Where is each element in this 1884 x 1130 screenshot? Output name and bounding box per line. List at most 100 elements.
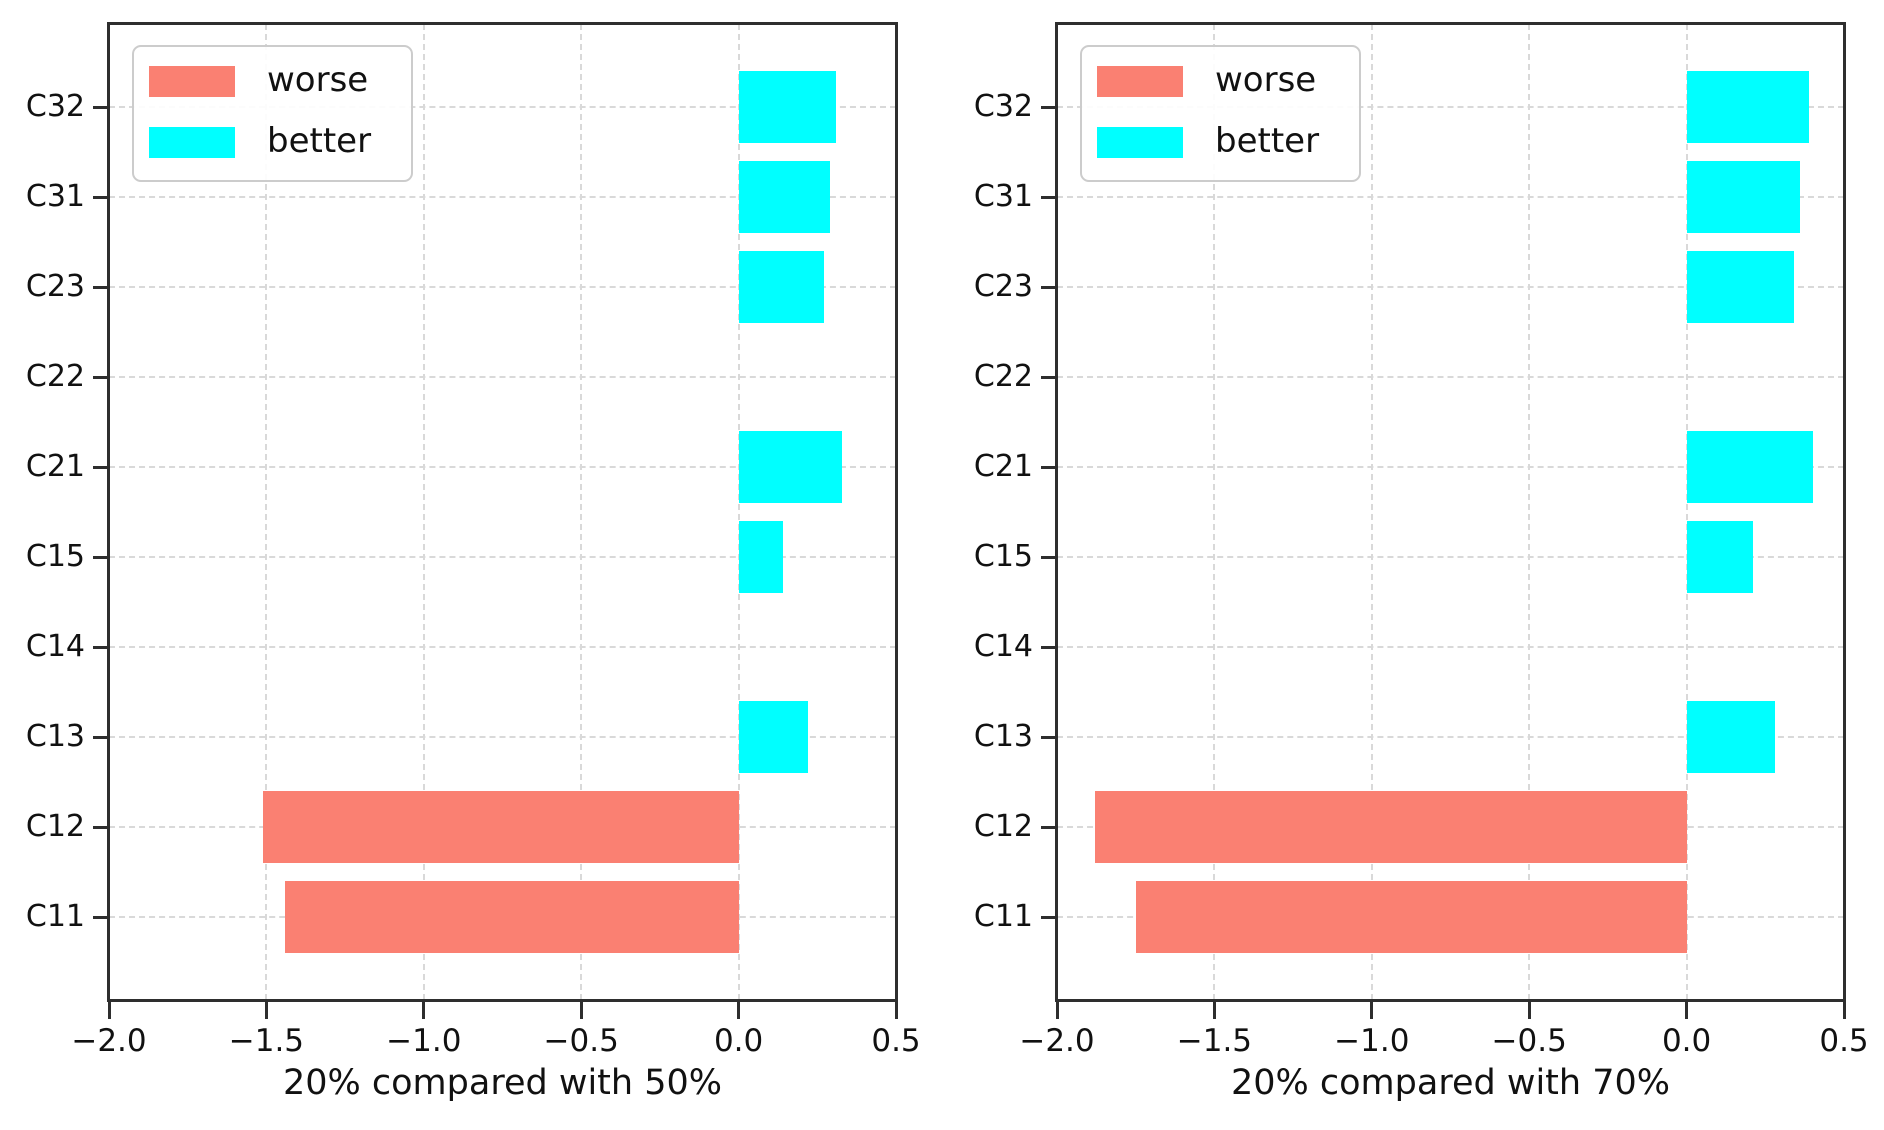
chart-2-legend: worse better xyxy=(1080,45,1361,182)
chart-1-xtick-mark xyxy=(107,1002,111,1019)
chart-2-ytick-mark xyxy=(1041,735,1055,739)
chart-2-ytick-label-c15: C15 xyxy=(973,539,1033,574)
chart-2-bar-c12 xyxy=(1094,791,1687,863)
chart-1-gridline-horizontal xyxy=(109,556,896,558)
chart-2-ytick-label-c11: C11 xyxy=(973,899,1033,934)
chart-1-ytick-mark xyxy=(93,285,107,289)
chart-1-legend-label-worse: worse xyxy=(267,60,369,100)
chart-2-gridline-horizontal xyxy=(1057,736,1844,738)
chart-2-xtick-mark xyxy=(1685,1002,1689,1019)
chart-2-ytick-label-c14: C14 xyxy=(973,629,1033,664)
chart-2-xtick-label: 0.0 xyxy=(1661,1023,1712,1059)
chart-2-xtick-mark xyxy=(1527,1002,1531,1019)
chart-1-gridline-vertical xyxy=(580,24,583,1000)
chart-1-bar-c15 xyxy=(738,521,783,593)
chart-2-bar-c32 xyxy=(1686,71,1810,143)
chart-1-ytick-label-c11: C11 xyxy=(25,899,85,934)
chart-1-ytick-mark xyxy=(93,825,107,829)
chart-1-legend: worse better xyxy=(132,45,413,182)
chart-1-ytick-label-c14: C14 xyxy=(25,629,85,664)
chart-1-xtick-label: −0.5 xyxy=(543,1023,619,1059)
chart-1-gridline-horizontal xyxy=(109,466,896,468)
chart-2-ytick-mark xyxy=(1041,915,1055,919)
chart-2-ytick-label-c31: C31 xyxy=(973,179,1033,214)
chart-1-bar-c12 xyxy=(263,791,739,863)
chart-1-bar-c31 xyxy=(738,161,830,233)
chart-1-ytick-label-c23: C23 xyxy=(25,269,85,304)
chart-1-xtick-mark xyxy=(422,1002,426,1019)
chart-1-ytick-mark xyxy=(93,555,107,559)
chart-2-xtick-mark xyxy=(1212,1002,1216,1019)
chart-1-ytick-label-c31: C31 xyxy=(25,179,85,214)
chart-2-gridline-horizontal xyxy=(1057,646,1844,648)
chart-2-bar-c15 xyxy=(1686,521,1753,593)
chart-2-legend-label-better: better xyxy=(1215,121,1320,161)
chart-2-gridline-horizontal xyxy=(1057,466,1844,468)
chart-2-ytick-mark xyxy=(1041,375,1055,379)
chart-2-xtick-label: −1.5 xyxy=(1176,1023,1253,1059)
chart-2-bar-c11 xyxy=(1135,881,1687,953)
chart-1-ytick-label-c32: C32 xyxy=(25,89,85,124)
chart-1-gridline-horizontal xyxy=(109,736,896,738)
chart-1-xtick-label: 0.5 xyxy=(871,1023,921,1059)
chart-1-xtick-label: −2.0 xyxy=(71,1023,147,1059)
chart-1-ytick-label-c13: C13 xyxy=(25,719,85,754)
chart-2-gridline-horizontal xyxy=(1057,556,1844,558)
chart-2-gridline-horizontal xyxy=(1057,286,1844,288)
chart-2-ytick-mark xyxy=(1041,555,1055,559)
chart-2-xtick-label: −1.0 xyxy=(1334,1023,1410,1059)
chart-1-ytick-mark xyxy=(93,915,107,919)
chart-1-gridline-horizontal xyxy=(109,376,896,378)
chart-2-ytick-mark xyxy=(1041,825,1055,829)
chart-2-ytick-label-c23: C23 xyxy=(973,269,1033,304)
chart-1-ytick-mark xyxy=(93,645,107,649)
chart-2-bar-c23 xyxy=(1686,251,1794,323)
chart-1-xtick-label: −1.0 xyxy=(386,1023,462,1059)
chart-2-ytick-mark xyxy=(1041,195,1055,199)
chart-1-xtick-label: 0.0 xyxy=(713,1023,764,1059)
chart-2-ytick-label-c12: C12 xyxy=(973,809,1033,844)
chart-2-ytick-label-c13: C13 xyxy=(973,719,1033,754)
chart-2-ytick-label-c22: C22 xyxy=(973,359,1033,394)
chart-2-gridline-horizontal xyxy=(1057,376,1844,378)
chart-1-gridline-vertical xyxy=(265,24,268,1000)
chart-2-ytick-label-c32: C32 xyxy=(973,89,1033,124)
chart-1-ytick-label-c22: C22 xyxy=(25,359,85,394)
chart-1-xtick-label: −1.5 xyxy=(228,1023,305,1059)
chart-2-gridline-horizontal xyxy=(1057,106,1844,108)
chart-2-xtick-label: −2.0 xyxy=(1019,1023,1095,1059)
chart-1-ytick-label-c21: C21 xyxy=(25,449,85,484)
chart-1-ytick-mark xyxy=(93,195,107,199)
chart-1-bar-c32 xyxy=(738,71,837,143)
chart-2-ytick-mark xyxy=(1041,285,1055,289)
chart-2-bar-c21 xyxy=(1686,431,1813,503)
chart-2-ytick-mark xyxy=(1041,645,1055,649)
chart-2-gridline-vertical xyxy=(1213,24,1216,1000)
chart-2-bar-c13 xyxy=(1686,701,1775,773)
chart-1-ytick-label-c15: C15 xyxy=(25,539,85,574)
chart-1-legend-swatch-worse xyxy=(149,66,235,97)
chart-2-xtick-mark xyxy=(1842,1002,1846,1019)
chart-1-xaxis-title: 20% compared with 50% xyxy=(282,1063,722,1103)
chart-1-ytick-mark xyxy=(93,105,107,109)
chart-1-xtick-mark xyxy=(894,1002,898,1019)
chart-2-xtick-label: −0.5 xyxy=(1491,1023,1567,1059)
chart-1-xtick-mark xyxy=(737,1002,741,1019)
chart-1-gridline-horizontal xyxy=(109,286,896,288)
chart-1-legend-label-better: better xyxy=(267,121,372,161)
chart-1-gridline-vertical xyxy=(737,24,740,1000)
chart-2-legend-swatch-worse xyxy=(1097,66,1183,97)
chart-1-ytick-mark xyxy=(93,375,107,379)
chart-1-xtick-mark xyxy=(264,1002,268,1019)
chart-2-bar-c31 xyxy=(1686,161,1800,233)
chart-1-xtick-mark xyxy=(579,1002,583,1019)
chart-1-ytick-mark xyxy=(93,735,107,739)
chart-1-bar-c13 xyxy=(738,701,808,773)
chart-1-ytick-mark xyxy=(93,465,107,469)
chart-2-gridline-vertical xyxy=(1685,24,1688,1000)
chart-1-gridline-horizontal xyxy=(109,196,896,198)
chart-1-bar-c23 xyxy=(738,251,824,323)
chart-2-legend-swatch-better xyxy=(1097,127,1183,158)
chart-2-xtick-label: 0.5 xyxy=(1819,1023,1869,1059)
